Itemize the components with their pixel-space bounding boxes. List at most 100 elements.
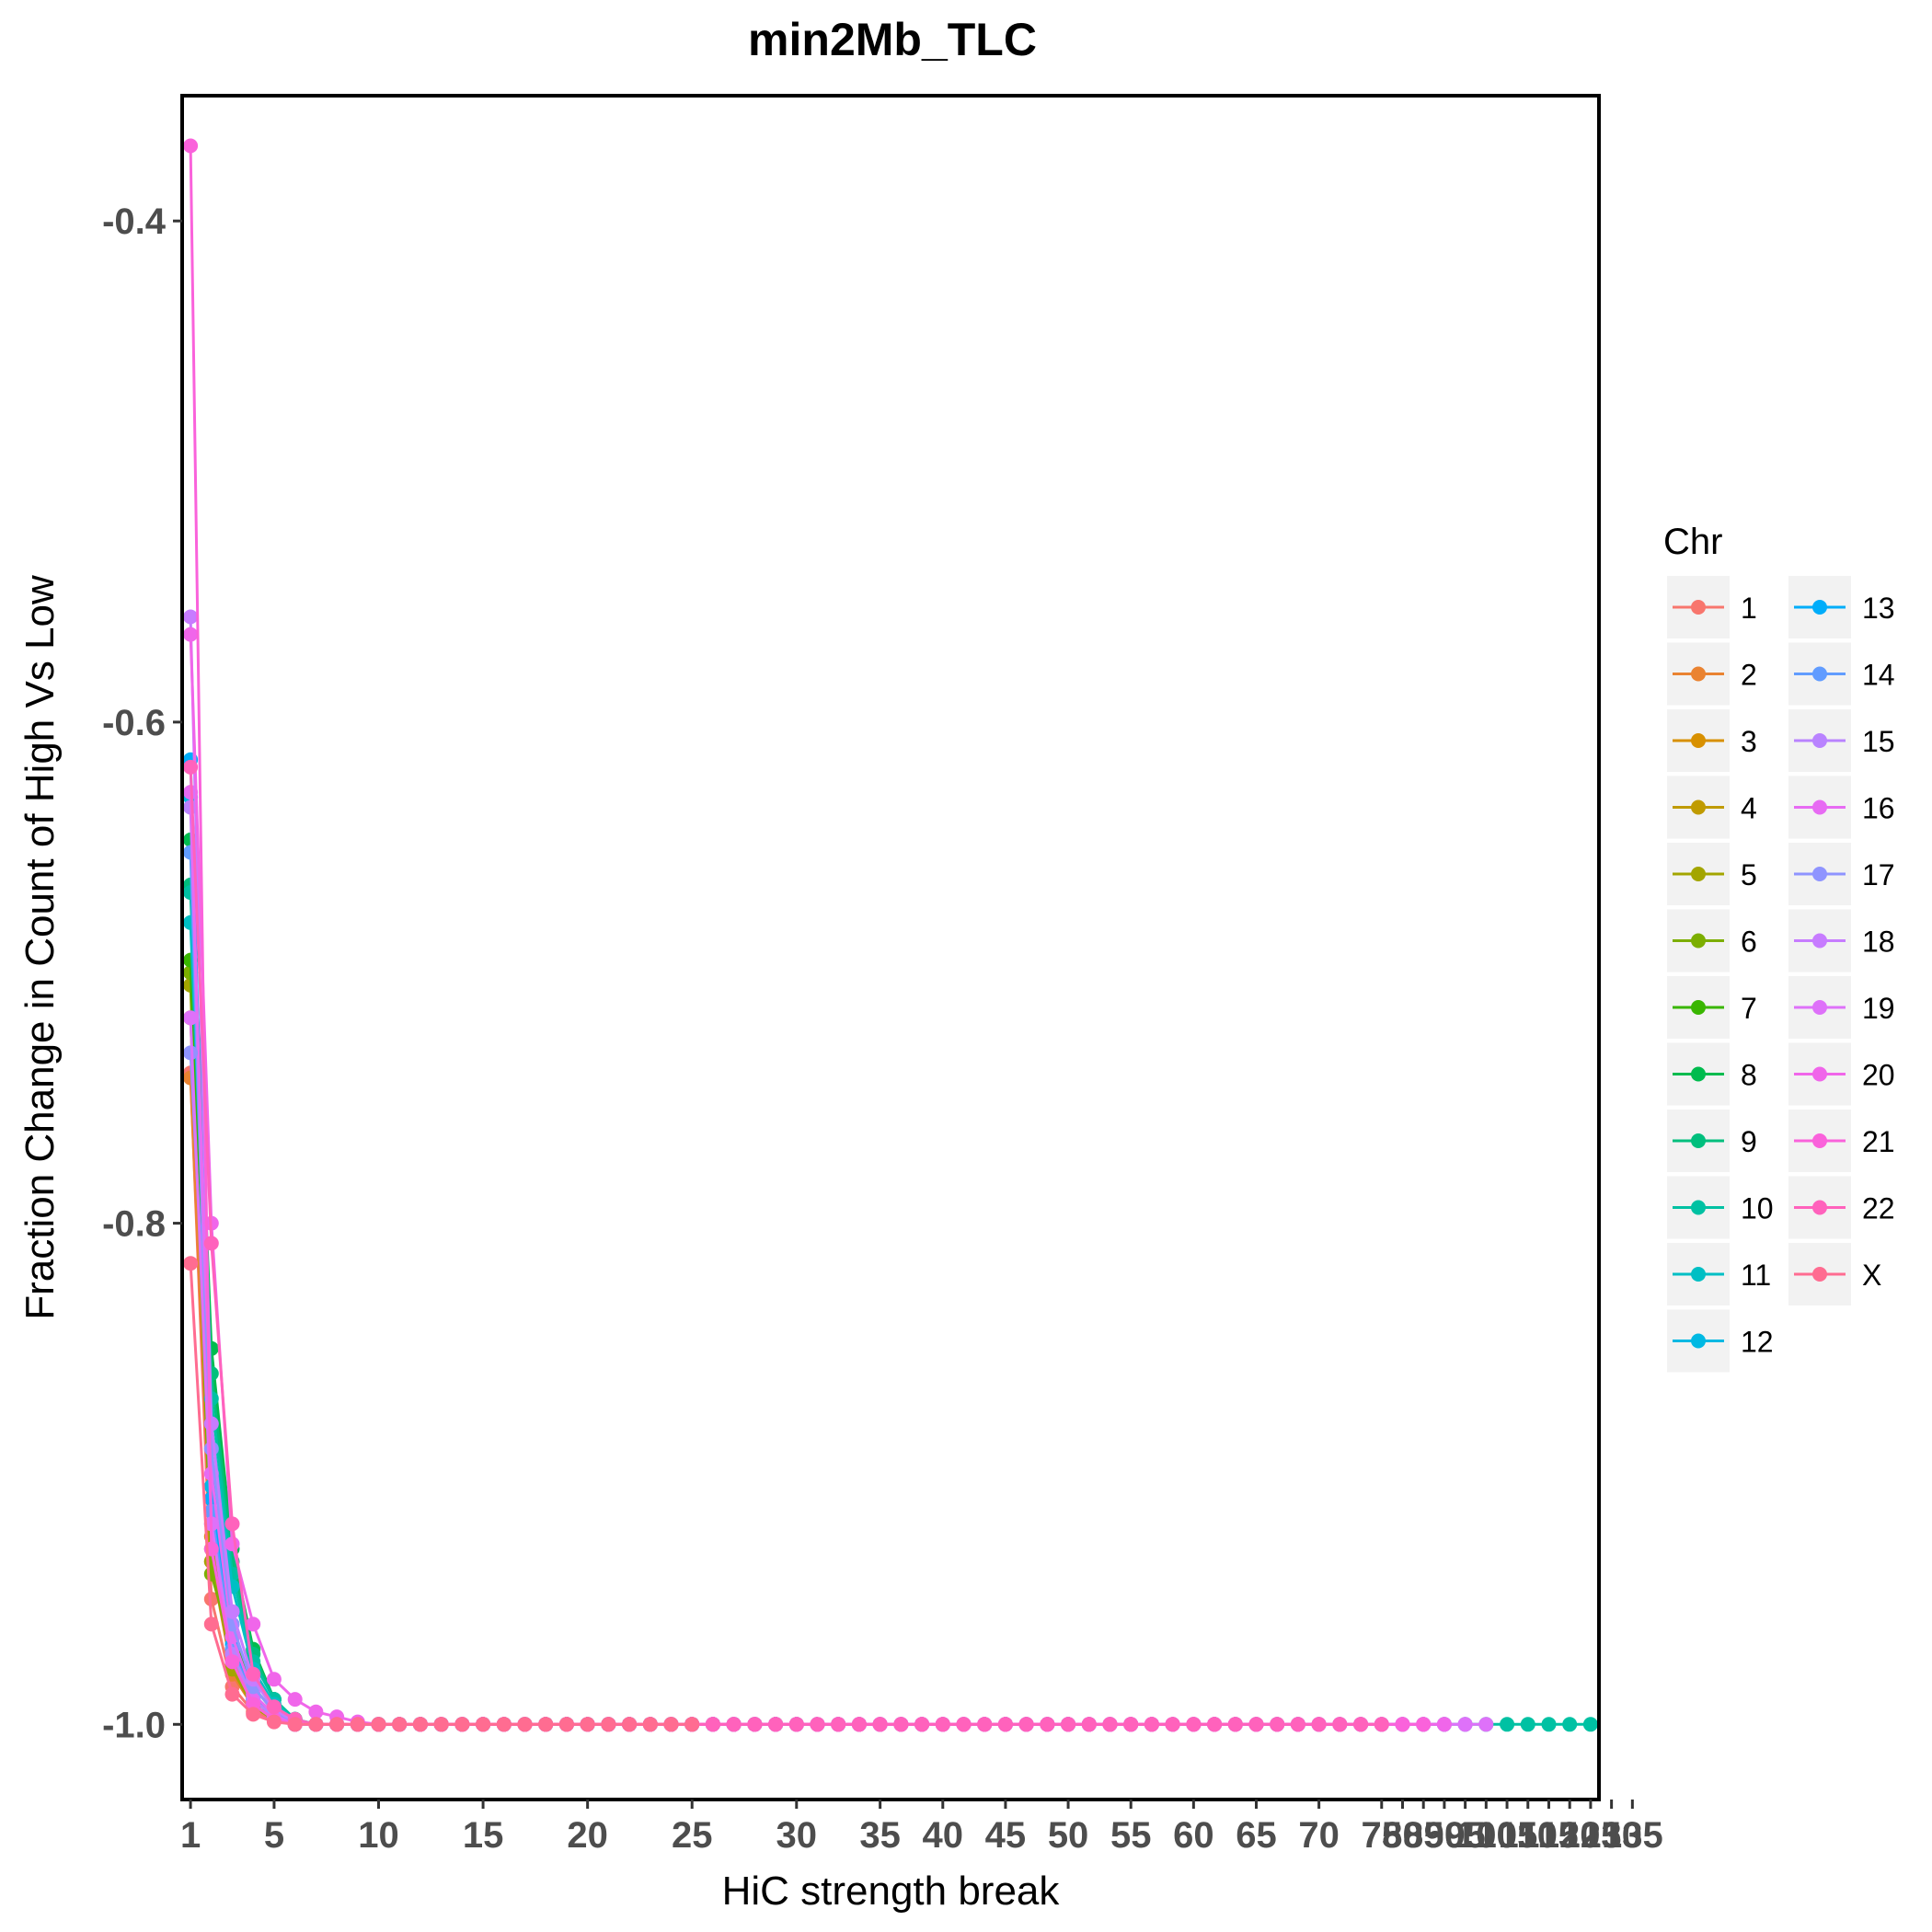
- data-point: [246, 1666, 261, 1682]
- legend-label: 15: [1862, 725, 1895, 758]
- data-point: [246, 1707, 261, 1722]
- data-point: [183, 1045, 199, 1061]
- data-point: [183, 1010, 199, 1026]
- data-point: [350, 1717, 365, 1732]
- data-point: [872, 1717, 888, 1732]
- data-point: [266, 1672, 282, 1687]
- legend-label: 5: [1741, 858, 1757, 891]
- x-tick-label: 90: [1424, 1815, 1466, 1856]
- data-point: [538, 1717, 554, 1732]
- x-tick-label: 105: [1477, 1815, 1538, 1856]
- legend-label: 20: [1862, 1059, 1895, 1092]
- data-point: [266, 1699, 282, 1715]
- legend-item-2: 2: [1667, 642, 1757, 706]
- x-tick-label: 30: [776, 1815, 818, 1856]
- x-tick-label: 120: [1539, 1815, 1601, 1856]
- data-point: [1541, 1717, 1557, 1732]
- legend-item-3: 3: [1667, 709, 1757, 772]
- legend-label: 2: [1741, 659, 1757, 692]
- legend-title: Chr: [1663, 522, 1722, 562]
- legend-item-16: 16: [1788, 776, 1895, 839]
- data-point: [1562, 1717, 1578, 1732]
- x-tick-label: 15: [463, 1815, 504, 1856]
- data-point: [1395, 1717, 1410, 1732]
- legend-label: 10: [1741, 1192, 1774, 1225]
- legend-swatch-point: [1691, 1000, 1706, 1015]
- data-point: [1290, 1717, 1305, 1732]
- legend-swatch-point: [1691, 1066, 1706, 1082]
- x-tick-label: 40: [923, 1815, 964, 1856]
- legend-swatch-point: [1691, 1200, 1706, 1215]
- legend-label: 11: [1741, 1259, 1771, 1292]
- legend-item-9: 9: [1667, 1110, 1757, 1172]
- legend-swatch-point: [1812, 933, 1827, 949]
- plot-border: [180, 94, 1601, 1801]
- data-point: [768, 1717, 784, 1732]
- chart-title: min2Mb_TLC: [748, 14, 1037, 65]
- legend-swatch-point: [1812, 1200, 1827, 1215]
- y-tick-label: -1.0: [102, 1705, 166, 1745]
- data-point: [1270, 1717, 1285, 1732]
- legend-label: 12: [1741, 1326, 1774, 1359]
- data-point: [476, 1717, 491, 1732]
- data-point: [1332, 1717, 1348, 1732]
- x-tick-label: 110: [1499, 1815, 1558, 1856]
- legend-swatch-point: [1691, 600, 1706, 615]
- data-point: [914, 1717, 930, 1732]
- data-point: [1311, 1717, 1327, 1732]
- y-axis: -0.4 -0.6 -0.8 -1.0: [102, 201, 182, 1745]
- y-axis-title: Fraction Change in Count of High Vs Low: [17, 575, 63, 1320]
- data-point: [224, 1686, 240, 1702]
- data-point: [183, 627, 199, 642]
- data-point: [246, 1616, 261, 1632]
- legend-item-1: 1: [1667, 576, 1757, 638]
- x-tick-label: 80: [1382, 1815, 1423, 1856]
- data-point: [580, 1717, 595, 1732]
- legend-item-7: 7: [1667, 976, 1757, 1039]
- x-tick-label: 25: [672, 1815, 713, 1856]
- data-point: [183, 1256, 199, 1271]
- legend-swatch-point: [1691, 1333, 1706, 1349]
- legend-label: 21: [1862, 1125, 1895, 1158]
- data-point: [1081, 1717, 1097, 1732]
- legend-swatch-point: [1812, 600, 1827, 615]
- y-tick-label: -0.4: [102, 201, 167, 242]
- legend-item-6: 6: [1667, 909, 1757, 972]
- x-tick-label: 95: [1444, 1815, 1486, 1856]
- x-tick-label: 20: [567, 1815, 608, 1856]
- data-point: [663, 1717, 679, 1732]
- legend-item-18: 18: [1788, 909, 1895, 972]
- data-point: [1186, 1717, 1202, 1732]
- legend-label: 17: [1862, 858, 1895, 891]
- data-point: [1207, 1717, 1223, 1732]
- series-X: [183, 1256, 700, 1732]
- x-axis: 1 5 10 15 20 25 30 35 40 45 50 55 60 65 70 758085909510…: [180, 1800, 1663, 1856]
- legend-swatch-point: [1812, 1267, 1827, 1282]
- data-point: [1582, 1717, 1598, 1732]
- data-point: [454, 1717, 470, 1732]
- legend-swatch-point: [1691, 666, 1706, 682]
- data-point: [1248, 1717, 1264, 1732]
- data-point: [558, 1717, 574, 1732]
- data-point: [496, 1717, 512, 1732]
- x-tick-label: 50: [1048, 1815, 1089, 1856]
- legend-swatch-point: [1812, 867, 1827, 881]
- data-point: [224, 1536, 240, 1552]
- legend-label: 8: [1741, 1059, 1757, 1092]
- x-tick-label: 130: [1581, 1815, 1642, 1856]
- legend-label: 3: [1741, 725, 1757, 758]
- x-tick-label: 55: [1110, 1815, 1152, 1856]
- data-point: [788, 1717, 804, 1732]
- legend-item-5: 5: [1667, 843, 1757, 905]
- data-point: [622, 1717, 638, 1732]
- legend-swatch-point: [1812, 1066, 1827, 1082]
- legend-swatch-point: [1691, 867, 1706, 881]
- data-point: [287, 1717, 303, 1732]
- legend-label: 14: [1862, 659, 1895, 692]
- legend-label: 13: [1862, 592, 1895, 625]
- data-point: [747, 1717, 763, 1732]
- x-axis-title: HiC strength break: [722, 1869, 1061, 1914]
- data-point: [831, 1717, 846, 1732]
- x-tick-label: 35: [859, 1815, 901, 1856]
